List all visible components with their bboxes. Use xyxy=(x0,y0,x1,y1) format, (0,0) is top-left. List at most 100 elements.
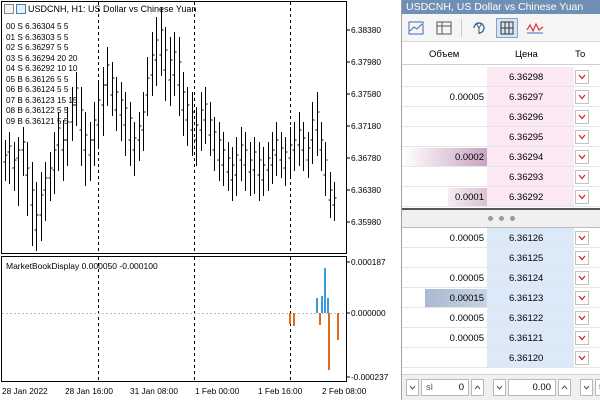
main-chart-frame xyxy=(1,1,347,254)
indicator-title: MarketBookDisplay 0.000050 -0.000100 xyxy=(6,261,158,271)
indicator-scale-label: 0.000187 xyxy=(351,257,386,267)
histogram-bar-buy xyxy=(324,268,326,313)
ask-volume: 0.00005 xyxy=(449,92,484,103)
histogram-bar-buy xyxy=(327,298,329,313)
dom-toolbar xyxy=(402,14,600,42)
price-label: 6.37580 xyxy=(351,89,381,99)
ask-volume: 0.0002 xyxy=(454,152,484,163)
ask-volume-bar xyxy=(402,148,487,166)
bid-row[interactable]: 0.00005 6.36124 xyxy=(402,268,600,288)
ask-row[interactable]: 6.36296 xyxy=(402,107,600,127)
bid-volume: 0.00015 xyxy=(449,293,484,304)
bid-volume: 0.00005 xyxy=(449,233,484,244)
chart-window[interactable]: USDCNH, H1: US Dollar vs Chinese Yuan 00… xyxy=(0,0,400,400)
price-axis-ticks xyxy=(346,29,350,378)
book-line: 05 B 6.36126 5 5 xyxy=(6,74,69,84)
lot-value: 0.00 xyxy=(532,382,552,393)
ask-row[interactable]: 6.36293 xyxy=(402,167,600,187)
histogram-bar-buy xyxy=(316,298,318,313)
price-chart[interactable] xyxy=(0,0,400,400)
ask-row[interactable]: 0.00005 6.36297 xyxy=(402,87,600,107)
chevron-down-icon[interactable] xyxy=(575,311,589,325)
bid-row[interactable]: 0.00015 6.36123 xyxy=(402,288,600,308)
chevron-down-icon[interactable] xyxy=(575,190,589,204)
chevron-down-icon[interactable] xyxy=(575,170,589,184)
tp-decrease-button[interactable] xyxy=(580,379,593,396)
trade-column-header[interactable]: То xyxy=(575,49,586,60)
ask-price-cell xyxy=(487,167,574,186)
histogram-bar-sell xyxy=(293,313,295,326)
dom-order-panel: sl 0 0.00 tp xyxy=(402,374,600,400)
ask-price-cell xyxy=(487,107,574,126)
lot-decrease-button[interactable] xyxy=(493,379,506,396)
price-label: 6.36380 xyxy=(351,185,381,195)
symbol-title: USDCNH, H1: US Dollar vs Chinese Yuan xyxy=(28,4,197,14)
histogram-bar-sell xyxy=(319,313,321,325)
ask-row[interactable]: 0.0002 6.36294 xyxy=(402,147,600,167)
bid-volume: 0.00005 xyxy=(449,273,484,284)
depth-of-market-window[interactable]: USDCNH, US Dollar vs Chinese Yuan Объем … xyxy=(401,0,600,400)
lot-increase-button[interactable] xyxy=(558,379,571,396)
chevron-down-icon[interactable] xyxy=(575,291,589,305)
sl-decrease-button[interactable] xyxy=(406,379,419,396)
dom-table-header: Объем Цена То xyxy=(402,43,600,65)
bid-row[interactable]: 6.36125 xyxy=(402,248,600,268)
tp-input[interactable]: tp xyxy=(595,379,600,396)
chart-background xyxy=(0,0,400,400)
chevron-down-icon[interactable] xyxy=(575,150,589,164)
bid-row[interactable]: 0.00005 6.36121 xyxy=(402,328,600,348)
bid-price-cell xyxy=(487,348,574,367)
lot-input[interactable]: 0.00 xyxy=(508,379,556,396)
dot-icon xyxy=(510,216,515,221)
chevron-down-icon[interactable] xyxy=(575,331,589,345)
bid-volume-bar xyxy=(425,289,487,307)
columns-icon[interactable] xyxy=(433,18,455,38)
chevron-down-icon[interactable] xyxy=(575,130,589,144)
sl-value: 0 xyxy=(458,382,464,393)
histogram-bar-sell xyxy=(328,313,330,370)
sl-label: sl xyxy=(426,382,433,393)
spread-divider[interactable] xyxy=(402,208,600,228)
chevron-down-icon[interactable] xyxy=(575,70,589,84)
indicator-frame xyxy=(1,256,347,382)
date-label: 28 Jan 2022 xyxy=(2,386,48,396)
one-click-icon[interactable] xyxy=(468,18,490,38)
ask-price: 6.36297 xyxy=(509,92,544,103)
sl-increase-button[interactable] xyxy=(471,379,484,396)
bid-volume: 0.00005 xyxy=(449,313,484,324)
book-line: 09 B 6.36121 5 5 xyxy=(6,116,69,126)
ask-price-cell xyxy=(487,127,574,146)
ask-row[interactable]: 0.0001 6.36292 xyxy=(402,187,600,207)
chevron-down-icon[interactable] xyxy=(575,351,589,365)
bid-volume: 0.00005 xyxy=(449,333,484,344)
ask-row[interactable]: 6.36298 xyxy=(402,67,600,87)
ask-price: 6.36295 xyxy=(509,132,544,143)
bid-row[interactable]: 0.00005 6.36122 xyxy=(402,308,600,328)
sl-input[interactable]: sl 0 xyxy=(421,379,469,396)
chart-title: USDCNH, H1: US Dollar vs Chinese Yuan xyxy=(4,3,196,15)
price-label: 6.38380 xyxy=(351,25,381,35)
date-label: 31 Jan 08:00 xyxy=(130,386,178,396)
price-label: 6.36780 xyxy=(351,153,381,163)
book-line: 08 B 6.36122 5 5 xyxy=(6,106,69,115)
date-label: 1 Feb 00:00 xyxy=(195,386,240,396)
bid-row[interactable]: 0.00005 6.36126 xyxy=(402,228,600,248)
ask-price-cell xyxy=(487,67,574,86)
chevron-down-icon[interactable] xyxy=(575,110,589,124)
volume-column-header[interactable]: Объем xyxy=(429,49,460,60)
chevron-down-icon[interactable] xyxy=(575,251,589,265)
ask-row[interactable]: 6.36295 xyxy=(402,127,600,147)
chevron-down-icon[interactable] xyxy=(575,271,589,285)
chevron-down-icon[interactable] xyxy=(575,90,589,104)
histogram-bar-sell xyxy=(337,313,339,340)
date-label: 2 Feb 08:00 xyxy=(322,386,367,396)
arrow-down-icon[interactable] xyxy=(4,4,14,14)
price-column-header[interactable]: Цена xyxy=(515,49,538,60)
tick-chart-icon[interactable] xyxy=(524,18,546,38)
depth-bars-icon[interactable] xyxy=(496,17,518,38)
bid-price: 6.36122 xyxy=(509,313,544,324)
chevron-down-icon[interactable] xyxy=(575,231,589,245)
bid-row[interactable]: 6.36120 xyxy=(402,348,600,368)
chart-mode-icon[interactable] xyxy=(405,18,427,38)
book-line: 03 S 6.36294 20 20 xyxy=(6,53,78,63)
